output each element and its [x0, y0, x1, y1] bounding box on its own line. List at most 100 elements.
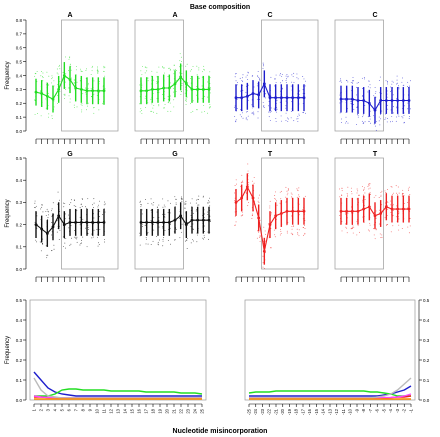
error-dot — [47, 107, 49, 109]
error-dot — [196, 75, 198, 77]
error-dot — [262, 266, 264, 268]
error-dot — [374, 125, 376, 127]
error-dot — [207, 86, 209, 88]
error-dot — [167, 102, 169, 104]
error-dot — [356, 86, 357, 88]
error-dot — [102, 88, 104, 90]
error-dot — [408, 118, 410, 119]
y-axis-label: Frequency — [5, 61, 11, 89]
mean-point — [79, 220, 83, 224]
error-dot — [85, 78, 87, 79]
error-dot — [170, 82, 171, 84]
error-dot — [397, 216, 399, 218]
error-dot — [353, 104, 355, 105]
error-dot — [64, 247, 66, 249]
error-dot — [398, 229, 400, 231]
error-dot — [401, 194, 403, 196]
error-dot — [248, 182, 250, 184]
error-dot — [45, 245, 47, 247]
error-dot — [63, 216, 65, 218]
error-dot — [52, 87, 54, 89]
error-dot — [374, 122, 375, 124]
error-dot — [386, 214, 388, 216]
error-dot — [259, 79, 261, 81]
error-dot — [162, 227, 163, 229]
error-dot — [340, 223, 342, 225]
error-dot — [270, 212, 272, 214]
error-dot — [291, 233, 293, 235]
error-dot — [70, 69, 72, 71]
error-dot — [373, 228, 374, 230]
error-dot — [185, 200, 187, 202]
error-dot — [86, 207, 87, 209]
error-dot — [391, 186, 393, 188]
error-dot — [202, 226, 204, 228]
error-dot — [251, 104, 253, 106]
error-dot — [302, 76, 304, 77]
error-dot — [62, 72, 64, 74]
x-tick-label: 2 — [38, 408, 43, 411]
error-dot — [191, 198, 193, 200]
error-dot — [373, 115, 375, 117]
error-dot — [404, 105, 406, 107]
error-dot — [403, 221, 404, 223]
error-dot — [163, 218, 165, 220]
error-dot — [286, 223, 288, 225]
error-dot — [369, 110, 371, 112]
error-dot — [190, 103, 192, 105]
error-dot — [191, 209, 193, 211]
error-dot — [92, 87, 94, 88]
misincorporation-line — [248, 390, 411, 397]
error-dot — [409, 194, 411, 195]
error-dot — [352, 82, 354, 84]
error-dot — [69, 84, 71, 85]
mean-point — [91, 220, 95, 224]
mean-point — [396, 99, 400, 102]
error-dot — [71, 77, 72, 79]
error-dot — [264, 230, 266, 232]
error-dot — [46, 100, 48, 101]
mean-point — [407, 207, 411, 211]
mean-point — [373, 108, 377, 112]
error-dot — [245, 118, 247, 120]
error-dot — [47, 210, 49, 212]
error-dot — [339, 92, 341, 94]
y-axis-label: Frequency — [5, 199, 11, 227]
error-dot — [102, 234, 104, 236]
error-dot — [52, 221, 54, 223]
error-dot — [40, 75, 42, 77]
error-dot — [291, 197, 293, 199]
error-dot — [408, 186, 410, 188]
error-dot — [275, 227, 277, 229]
error-dot — [297, 104, 299, 106]
error-dot — [185, 99, 187, 101]
error-dot — [47, 92, 49, 94]
error-dot — [141, 113, 143, 114]
error-dot — [352, 225, 354, 227]
error-dot — [102, 104, 104, 105]
error-dot — [209, 103, 211, 105]
panel-title: T — [268, 151, 273, 158]
error-dot — [362, 201, 364, 203]
error-dot — [378, 116, 380, 118]
error-dot — [279, 202, 281, 204]
mean-point — [79, 87, 83, 91]
error-dot — [291, 81, 293, 83]
error-dot — [291, 215, 292, 217]
error-dot — [262, 65, 264, 67]
error-dot — [145, 237, 147, 238]
error-dot — [46, 254, 48, 256]
error-dot — [346, 195, 348, 197]
error-dot — [368, 120, 370, 122]
error-dot — [184, 92, 186, 94]
x-tick-label: -24 — [253, 408, 258, 415]
error-dot — [368, 230, 370, 232]
error-dot — [104, 211, 106, 213]
mean-point — [207, 218, 211, 222]
error-dot — [292, 206, 293, 208]
error-dot — [291, 228, 293, 230]
x-tick-label: -3 — [395, 408, 400, 412]
error-dot — [275, 118, 277, 119]
error-dot — [79, 216, 81, 218]
error-dot — [146, 226, 148, 228]
